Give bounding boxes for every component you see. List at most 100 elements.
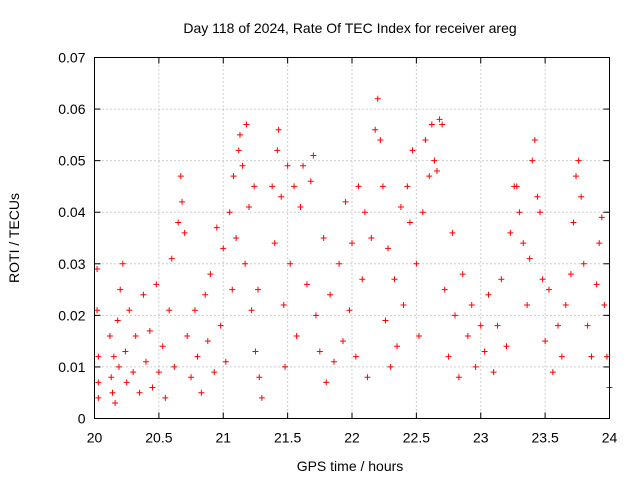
data-point <box>573 173 580 180</box>
data-point <box>433 167 440 174</box>
data-point <box>204 338 211 345</box>
data-point <box>441 286 448 293</box>
data-point <box>336 260 343 267</box>
data-point <box>149 384 156 391</box>
data-point <box>593 281 600 288</box>
data-point <box>159 343 166 350</box>
data-point <box>545 286 552 293</box>
data-point <box>303 281 310 288</box>
data-point <box>130 369 137 376</box>
data-point <box>524 302 531 309</box>
data-point <box>400 302 407 309</box>
y-tick-label: 0.06 <box>58 101 85 117</box>
data-point <box>415 332 422 339</box>
data-point <box>580 260 587 267</box>
x-tick-label: 21 <box>215 430 231 446</box>
data-point <box>114 317 121 324</box>
data-point <box>481 348 488 355</box>
data-point <box>426 173 433 180</box>
data-point <box>256 374 263 381</box>
grid-lines <box>94 57 610 419</box>
data-point <box>567 271 574 278</box>
data-point <box>327 291 334 298</box>
data-point <box>278 193 285 200</box>
data-point <box>409 147 416 154</box>
data-point <box>368 235 375 241</box>
data-point <box>339 338 346 345</box>
data-point <box>202 291 209 298</box>
data-point <box>531 137 538 144</box>
data-point <box>280 302 287 309</box>
y-tick-label: 0.07 <box>58 50 85 66</box>
data-point <box>494 322 501 329</box>
data-point <box>596 240 603 247</box>
y-tick-label: 0.02 <box>58 307 85 323</box>
data-point <box>603 353 610 360</box>
data-point <box>307 178 314 185</box>
data-point <box>230 173 237 180</box>
data-point <box>287 260 294 267</box>
data-point <box>520 240 527 247</box>
data-point <box>251 183 258 190</box>
x-axis-label: GPS time / hours <box>297 458 404 474</box>
data-point <box>243 121 250 128</box>
data-point <box>490 369 497 376</box>
data-point <box>126 307 133 314</box>
data-point <box>394 343 401 350</box>
data-point <box>119 260 126 267</box>
data-point <box>140 291 147 298</box>
y-tick-label: 0 <box>78 411 86 427</box>
x-tick-label: 20 <box>87 430 103 446</box>
data-point <box>222 358 229 365</box>
data-point <box>110 353 117 360</box>
data-point <box>436 116 443 123</box>
data-point <box>323 379 330 386</box>
data-point <box>397 204 404 211</box>
data-point <box>217 322 224 329</box>
data-point <box>558 353 565 360</box>
data-point <box>372 126 379 133</box>
data-point <box>252 348 259 355</box>
data-point <box>233 235 240 241</box>
data-point <box>374 95 381 102</box>
data-point <box>316 348 323 355</box>
data-point <box>549 369 556 376</box>
chart-title: Day 118 of 2024, Rate Of TEC Index for r… <box>183 20 516 36</box>
data-point <box>229 286 236 293</box>
data-point <box>207 271 214 278</box>
data-point <box>477 322 484 329</box>
data-point <box>122 348 129 355</box>
data-point <box>166 307 173 314</box>
data-point <box>352 353 359 360</box>
data-point <box>320 235 327 241</box>
data-point <box>406 219 413 226</box>
data-point <box>361 209 368 216</box>
data-point <box>194 353 201 360</box>
data-point <box>355 183 362 190</box>
data-point <box>213 224 220 231</box>
data-point <box>391 276 398 283</box>
y-axis-label: ROTI / TECUs <box>6 193 22 283</box>
data-point <box>146 327 153 334</box>
data-point <box>94 265 101 272</box>
data-point <box>513 183 520 190</box>
y-tick-label: 0.05 <box>58 153 85 169</box>
data-point <box>516 209 523 216</box>
x-tick-label: 23.5 <box>532 430 559 446</box>
data-point <box>555 322 561 329</box>
data-point <box>503 343 510 350</box>
data-point <box>346 307 353 314</box>
data-point <box>431 157 438 164</box>
data-point <box>468 302 475 309</box>
data-point <box>310 152 317 159</box>
data-point <box>498 276 505 283</box>
data-point <box>300 162 307 169</box>
data-point <box>191 307 198 314</box>
data-point <box>171 363 178 370</box>
data-point <box>95 379 102 386</box>
data-point <box>297 204 304 211</box>
data-point <box>235 147 242 154</box>
data-point <box>578 193 585 200</box>
data-point <box>342 198 349 205</box>
data-point <box>485 291 492 298</box>
